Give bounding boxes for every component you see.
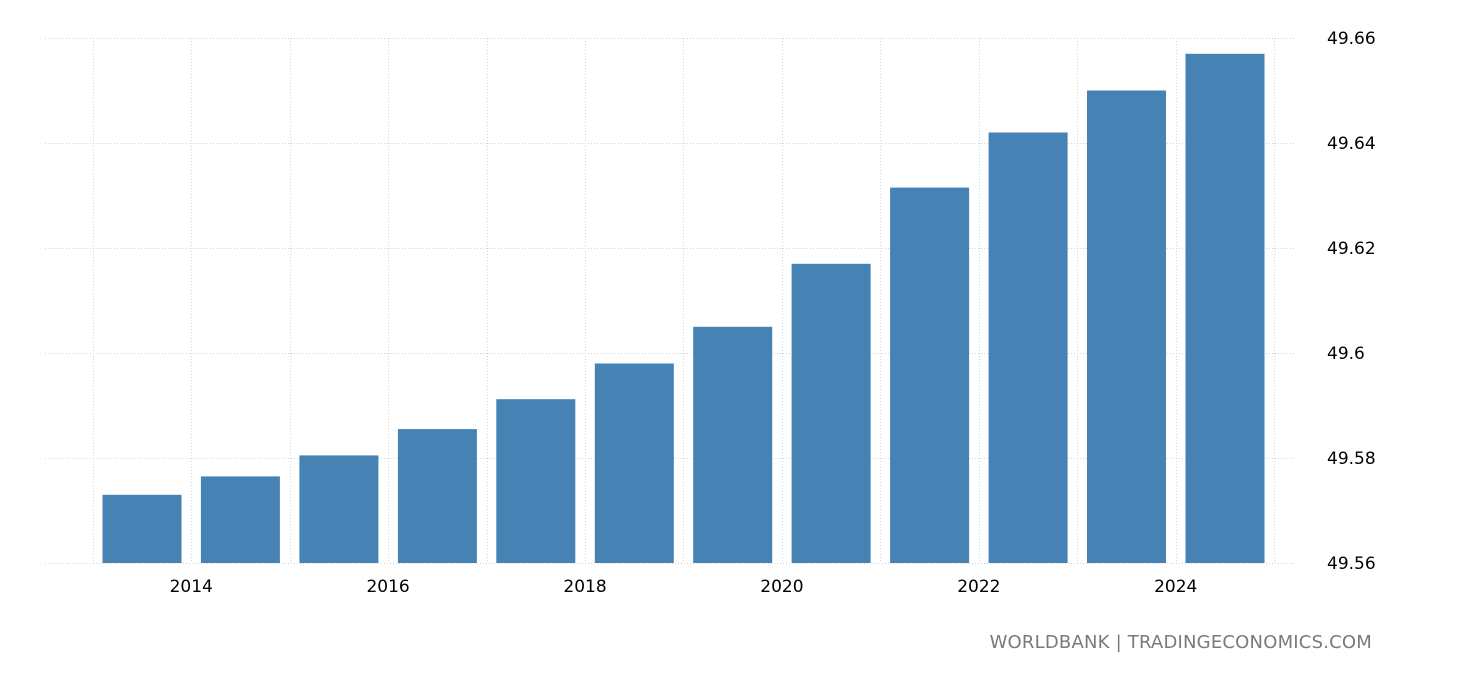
- bar-2025: [1185, 53, 1265, 564]
- bars: [102, 53, 1265, 564]
- bar-2014: [102, 494, 182, 563]
- y-tick-label: 49.6: [1327, 344, 1365, 364]
- bar-2015: [200, 476, 280, 563]
- x-tick-label-2022: 2022: [957, 577, 1000, 597]
- bar-2021: [791, 263, 871, 563]
- x-tick-label-2016: 2016: [366, 577, 409, 597]
- gridlines: [45, 38, 1295, 564]
- y-tick-label: 49.66: [1327, 29, 1376, 49]
- y-tick-label: 49.58: [1327, 449, 1376, 469]
- x-tick-label-2020: 2020: [760, 577, 803, 597]
- y-tick-label: 49.64: [1327, 134, 1376, 154]
- x-tick-label-2018: 2018: [563, 577, 606, 597]
- y-axis-ticks: 49.56 49.58 49.6 49.62 49.64 49.66: [1327, 29, 1376, 574]
- source-attribution: WORLDBANK | TRADINGECONOMICS.COM: [989, 632, 1372, 653]
- bar-2017: [397, 429, 477, 563]
- x-tick-label-2014: 2014: [170, 577, 213, 597]
- bar-2022: [890, 187, 970, 563]
- bar-2019: [594, 363, 674, 563]
- bar-2020: [693, 326, 773, 563]
- x-tick-label-2024: 2024: [1154, 577, 1197, 597]
- y-tick-label: 49.56: [1327, 554, 1376, 574]
- x-axis-ticks: 2014 2016 2018 2020 2022 2024: [170, 577, 1198, 597]
- bar-2023: [988, 132, 1068, 563]
- bar-2018: [496, 399, 576, 563]
- y-tick-label: 49.62: [1327, 239, 1376, 259]
- bar-2016: [299, 455, 379, 563]
- bar-2024: [1087, 90, 1166, 563]
